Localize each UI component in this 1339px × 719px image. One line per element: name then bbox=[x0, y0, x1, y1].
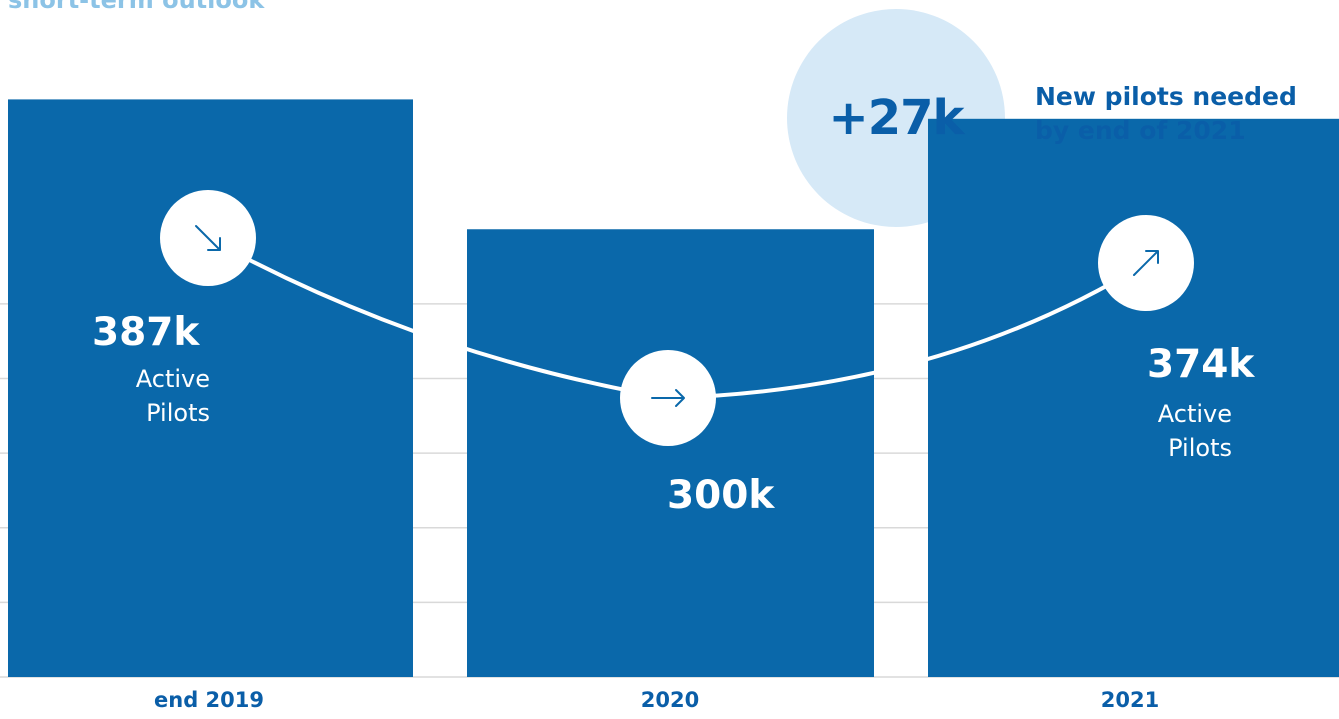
bar-sublabel-3-line1: Active bbox=[1157, 400, 1232, 428]
callout-value: +27k bbox=[828, 90, 965, 146]
arrow-right-icon bbox=[620, 350, 716, 446]
trend-icons bbox=[160, 190, 1194, 446]
bar-sublabel-1-line1: Active bbox=[135, 365, 210, 393]
callout-text-line2: by end of 2021 bbox=[1035, 116, 1246, 145]
bar-sublabel-3-line2: Pilots bbox=[1168, 434, 1232, 462]
chart-title: short-term outlook bbox=[8, 0, 265, 14]
bar-sublabel-1: Active Pilots bbox=[98, 362, 210, 430]
x-tick-label-2: 2020 bbox=[640, 688, 700, 712]
x-tick-label-3: 2021 bbox=[1100, 688, 1160, 712]
bar-sublabel-1-line2: Pilots bbox=[146, 399, 210, 427]
arrow-up-right-icon bbox=[1098, 215, 1194, 311]
x-tick-label-1: end 2019 bbox=[154, 688, 264, 712]
bar-value-label-3: 374k bbox=[1147, 342, 1255, 387]
bar-1 bbox=[8, 99, 413, 678]
arrow-down-right-icon bbox=[160, 190, 256, 286]
bar-value-label-1: 387k bbox=[92, 310, 200, 355]
bars bbox=[8, 99, 1339, 678]
callout-text: New pilots needed by end of 2021 bbox=[1035, 80, 1339, 148]
bar-3 bbox=[928, 118, 1339, 678]
callout-text-line1: New pilots needed bbox=[1035, 82, 1297, 111]
bar-sublabel-3: Active Pilots bbox=[1112, 397, 1232, 465]
bar-2 bbox=[467, 229, 874, 677]
bar-value-label-2: 300k bbox=[667, 473, 775, 518]
